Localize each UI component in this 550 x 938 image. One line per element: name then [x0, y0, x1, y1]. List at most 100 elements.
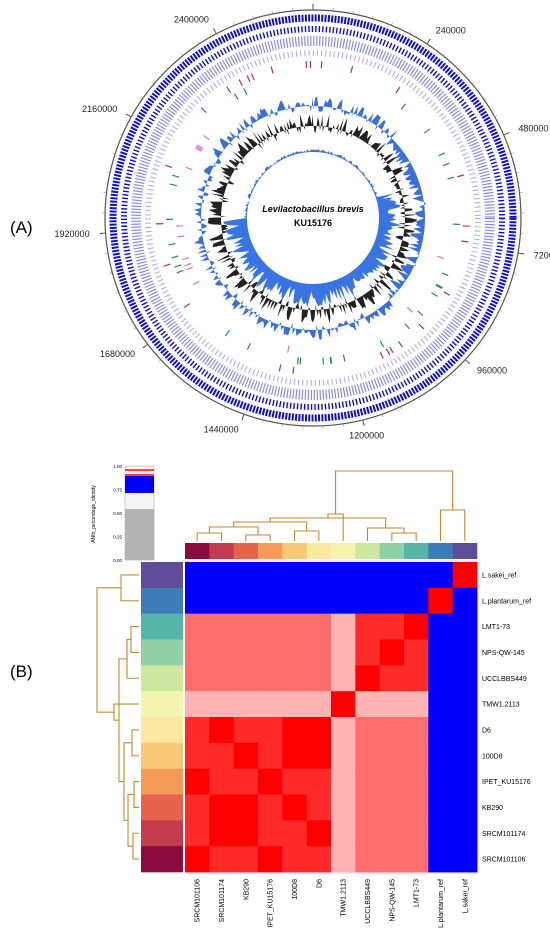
dendrogram-branch — [269, 517, 387, 528]
heatmap-cell — [258, 613, 283, 640]
heatmap-cell — [331, 820, 356, 847]
heatmap-cell — [379, 820, 405, 847]
heatmap-cell — [404, 613, 429, 640]
feature-tick — [457, 174, 465, 178]
heatmap-cell — [379, 613, 405, 640]
heatmap-cell — [355, 639, 381, 666]
minor-tick — [106, 172, 110, 174]
column-label: IPET_KU15176 — [268, 879, 275, 928]
minor-tick — [214, 31, 217, 34]
coordinate-tick-label: 2160000 — [82, 104, 117, 114]
feature-tick — [238, 79, 243, 86]
feature-tick — [168, 243, 176, 246]
heatmap-cell — [185, 846, 210, 873]
top-dendrogram — [196, 470, 466, 541]
heatmap-cell — [355, 665, 381, 692]
feature-tick — [431, 292, 438, 297]
dendrogram-branch — [208, 526, 259, 535]
heatmap-cell — [331, 665, 356, 692]
dendrogram-branch — [439, 509, 466, 541]
heatmap-cell — [428, 639, 454, 666]
heatmap-cell — [452, 742, 478, 770]
minor-tick — [478, 344, 481, 347]
heatmap-cell — [331, 742, 356, 770]
feature-tick — [250, 73, 255, 81]
coordinate-tick-label: 960000 — [477, 366, 507, 376]
feature-tick — [397, 340, 403, 348]
column-label: 100D8 — [292, 879, 299, 900]
panel-b-label: (B) — [10, 662, 33, 681]
coordinate-tick-label: 480000 — [518, 124, 548, 134]
heatmap-cell — [355, 587, 381, 615]
heatmap-cell — [282, 820, 308, 847]
column-label: SRCM101174 — [219, 879, 226, 923]
feature-tick — [292, 366, 295, 374]
heatmap-cell — [233, 639, 259, 666]
heatmap-cell — [258, 768, 283, 795]
heatmap-cell — [404, 794, 429, 821]
feature-tick — [183, 303, 191, 309]
heatmap-cell — [282, 794, 308, 821]
feature-tick — [185, 166, 193, 171]
heatmap-cell — [355, 562, 381, 589]
heatmap-cell — [355, 820, 381, 847]
minor-tick — [115, 291, 119, 294]
column-label: UCCLBBS449 — [365, 879, 372, 924]
heatmap-cell — [404, 717, 429, 744]
heatmap-cell — [233, 742, 259, 770]
feature-tick — [172, 174, 180, 178]
heatmap-cell — [428, 846, 454, 873]
feature-tick — [233, 93, 239, 100]
cds-forward-track-2 — [121, 26, 505, 410]
colorbar-tick: 0.50 — [113, 511, 122, 516]
minor-tick — [205, 397, 208, 401]
minor-tick — [139, 97, 142, 101]
column-label: LMT1-73 — [414, 879, 421, 907]
heatmap-cell — [209, 562, 235, 589]
heatmap-cell — [282, 613, 308, 640]
heatmap-cell — [452, 717, 478, 744]
heatmap-cell — [258, 639, 283, 666]
heatmap-cell — [428, 717, 454, 744]
heatmap-cell — [258, 665, 283, 692]
heatmap-cell — [185, 562, 210, 589]
minor-tick — [484, 97, 487, 101]
dendrogram-branch — [133, 781, 139, 808]
panel-b: (B) ANIb_percentage_identity 0.00 0.25 0.5… — [10, 464, 531, 928]
left-group-cell — [141, 717, 183, 744]
feature-tick — [246, 75, 251, 83]
heatmap-cell — [306, 691, 332, 718]
feature-ticks — [156, 61, 470, 374]
heatmap-cell — [404, 691, 429, 718]
feature-tick — [177, 235, 185, 238]
heatmap-cell — [282, 587, 308, 615]
feature-tick — [400, 103, 407, 110]
minor-tick — [128, 115, 132, 118]
heatmap-cell — [306, 613, 332, 640]
minor-tick — [465, 359, 468, 362]
row-label: D6 — [482, 727, 491, 734]
heatmap-cell — [428, 587, 454, 615]
heatmap-cell — [209, 691, 235, 718]
heatmap-cell — [379, 639, 405, 666]
left-group-cell — [141, 665, 183, 692]
heatmap-cell — [355, 846, 381, 873]
dendrogram-branch — [118, 658, 127, 783]
colorbar-blue — [125, 476, 154, 493]
feature-tick — [287, 345, 290, 353]
column-label: KB290 — [243, 879, 250, 900]
dendrogram-branch — [96, 587, 121, 713]
heatmap-cell — [331, 846, 356, 873]
heatmap-cell — [355, 717, 381, 744]
heatmap-cell — [331, 768, 356, 795]
heatmap-cell — [452, 691, 478, 718]
heatmap-cell — [233, 613, 259, 640]
heatmap-cell — [258, 691, 283, 718]
top-group-cell — [428, 543, 453, 559]
feature-tick — [350, 65, 354, 73]
colorbar-red-top — [125, 469, 154, 471]
heatmap-cell — [233, 691, 259, 718]
feature-tick — [171, 255, 179, 259]
minor-tick — [158, 359, 161, 362]
heatmap-cell — [452, 613, 478, 640]
